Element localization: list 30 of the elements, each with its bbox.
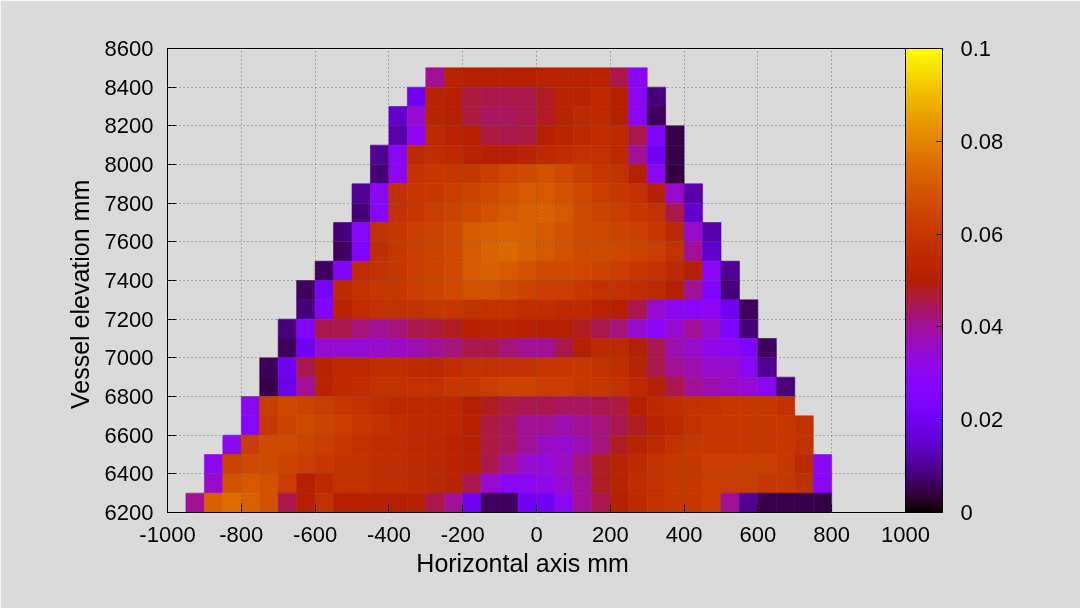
y-tick-label: 8600 [104, 36, 154, 61]
x-tick-label: -400 [366, 521, 411, 547]
y-tick-label: 8000 [104, 152, 154, 177]
x-tick-label: 400 [665, 521, 703, 547]
color-bar-label: 0.06 [960, 221, 1004, 247]
x-axis-title: Horizontal axis mm [416, 548, 629, 577]
x-tick-label: 800 [813, 521, 851, 547]
y-tick-label: 6600 [104, 422, 154, 448]
x-tick-label: 0 [530, 521, 543, 547]
y-tick-label: 8400 [104, 74, 154, 100]
x-tick-label: 200 [591, 521, 629, 547]
y-tick-label: 7000 [104, 345, 154, 371]
y-tick-label: 7600 [104, 229, 154, 255]
x-tick-label: -200 [440, 521, 485, 547]
y-tick-label: 7400 [104, 268, 154, 293]
color-bar-label: 0.02 [960, 407, 1004, 433]
y-tick-label: 7800 [104, 190, 154, 216]
x-tick-label: -600 [293, 521, 338, 547]
color-bar-label: 0.08 [960, 128, 1004, 154]
y-tick-label: 6800 [104, 384, 154, 409]
x-tick-label: 1000 [881, 521, 930, 547]
y-tick-label: 7200 [104, 306, 154, 332]
y-axis-title: Vessel elevation mm [65, 179, 94, 410]
x-tick-label: 600 [739, 521, 777, 547]
color-bar-label: 0.1 [960, 36, 992, 61]
color-bar-label: 0 [960, 500, 973, 525]
y-tick-label: 8200 [104, 113, 154, 139]
x-tick-label: -800 [219, 521, 264, 547]
color-bar-label: 0.04 [960, 314, 1004, 340]
y-tick-label: 6400 [104, 461, 154, 487]
